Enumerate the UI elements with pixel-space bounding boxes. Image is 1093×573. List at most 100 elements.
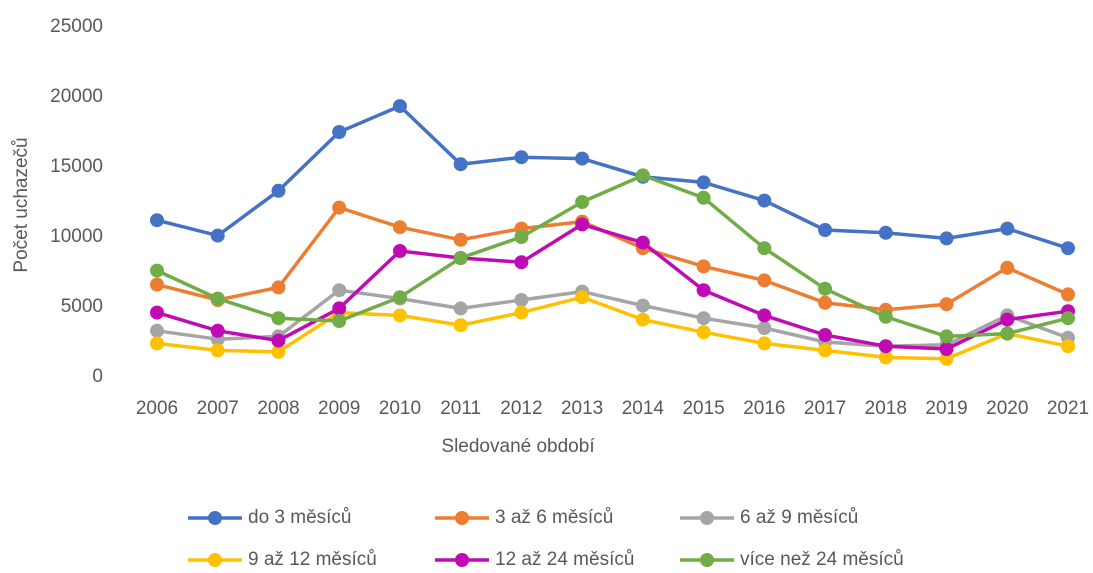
x-tick-label: 2013 <box>561 398 603 419</box>
x-tick-label: 2014 <box>622 398 665 419</box>
data-point <box>939 297 954 312</box>
data-point <box>757 241 772 256</box>
series-line <box>156 295 1069 361</box>
x-tick-label: 2008 <box>257 398 299 419</box>
data-point <box>332 200 347 215</box>
data-point <box>392 244 407 258</box>
y-tick-label: 25000 <box>50 16 103 37</box>
data-point <box>878 309 893 324</box>
y-tick-label: 15000 <box>50 156 103 177</box>
series-line <box>156 222 1069 351</box>
data-point <box>757 308 772 323</box>
x-tick-label: 2009 <box>318 398 360 419</box>
data-point <box>818 328 833 342</box>
legend-marker <box>208 511 222 525</box>
data-point <box>271 344 286 359</box>
legend-marker <box>700 553 714 567</box>
data-point <box>392 99 407 114</box>
x-tick-label: 2010 <box>379 398 421 419</box>
legend-label: 9 až 12 měsíců <box>248 549 377 570</box>
data-point <box>635 312 650 327</box>
data-point <box>332 314 347 328</box>
data-point <box>210 323 225 338</box>
x-tick-label: 2018 <box>865 398 907 419</box>
data-point <box>514 293 529 307</box>
x-tick-label: 2021 <box>1047 398 1089 419</box>
data-point <box>818 343 833 358</box>
data-point <box>210 343 225 358</box>
data-point <box>757 321 772 335</box>
x-tick-label: 2020 <box>986 398 1028 419</box>
data-point <box>514 305 529 320</box>
data-point <box>878 339 893 354</box>
data-point <box>635 235 650 250</box>
data-point <box>878 350 893 365</box>
data-point <box>392 290 407 305</box>
data-point <box>1061 339 1075 354</box>
data-point <box>939 342 954 356</box>
data-point <box>757 193 772 208</box>
data-point <box>271 280 286 295</box>
x-tick-label: 2019 <box>925 398 967 419</box>
data-point <box>939 351 954 366</box>
x-tick-label: 2006 <box>136 398 178 419</box>
data-point <box>696 175 711 190</box>
data-point <box>575 290 590 305</box>
data-point <box>818 281 833 296</box>
data-point <box>150 305 164 320</box>
data-point <box>453 232 468 247</box>
data-point <box>453 157 468 172</box>
legend-marker <box>455 553 469 567</box>
data-point <box>696 283 711 298</box>
x-axis-label: Sledované období <box>441 436 595 457</box>
data-point <box>1000 326 1015 341</box>
data-point <box>514 230 529 244</box>
data-point <box>332 283 347 298</box>
data-point <box>757 273 772 288</box>
data-point <box>939 231 954 246</box>
data-point <box>696 259 711 274</box>
data-point <box>1000 312 1015 327</box>
data-point <box>453 301 468 316</box>
y-axis-label: Počet uchazečů <box>11 137 32 272</box>
data-point <box>453 318 468 333</box>
data-point <box>271 183 286 198</box>
data-point <box>332 301 347 316</box>
data-point <box>392 308 407 323</box>
x-tick-label: 2007 <box>197 398 239 419</box>
legend-label: do 3 měsíců <box>248 507 352 528</box>
data-point <box>514 255 529 270</box>
data-point <box>1000 260 1015 275</box>
data-point <box>210 228 225 243</box>
x-tick-label: 2015 <box>682 398 724 419</box>
data-point <box>575 151 590 166</box>
data-point <box>150 323 164 338</box>
series-line <box>156 288 1069 348</box>
legend-marker <box>700 511 714 525</box>
data-point <box>696 311 711 326</box>
data-point <box>575 217 590 232</box>
data-point <box>696 190 711 205</box>
x-tick-label: 2011 <box>440 398 481 419</box>
series-line <box>156 205 1069 312</box>
data-point <box>332 125 347 139</box>
data-point <box>818 223 833 237</box>
data-point <box>818 295 833 310</box>
data-point <box>514 150 529 165</box>
data-point <box>1061 287 1075 302</box>
legend-marker <box>455 511 469 525</box>
y-tick-label: 5000 <box>61 296 103 317</box>
data-point <box>150 277 164 292</box>
data-point <box>271 333 286 348</box>
x-tick-label: 2016 <box>743 398 785 419</box>
series-line <box>156 173 1069 339</box>
x-tick-label: 2012 <box>500 398 542 419</box>
data-point <box>392 220 407 235</box>
data-point <box>696 325 711 340</box>
data-point <box>150 213 164 228</box>
data-point <box>210 291 225 306</box>
x-tick-label: 2017 <box>804 398 846 419</box>
data-point <box>453 251 468 265</box>
